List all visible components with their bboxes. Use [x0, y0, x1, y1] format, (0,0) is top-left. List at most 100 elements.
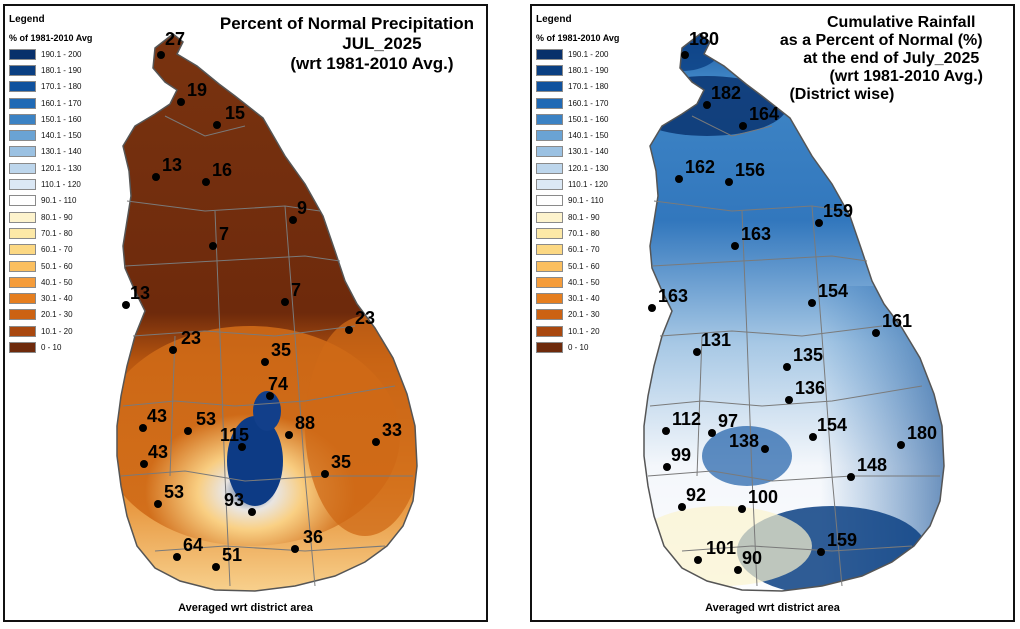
legend-item: 140.1 - 150 [9, 127, 127, 143]
district-marker [238, 443, 246, 451]
district-marker [285, 431, 293, 439]
legend-label: 140.1 - 150 [568, 131, 609, 141]
legend-item: 110.1 - 120 [536, 176, 654, 192]
legend-swatch [536, 113, 563, 125]
district-boundary [651, 255, 868, 267]
district-marker [289, 216, 297, 224]
district-value-label: 159 [827, 530, 857, 550]
legend-swatch [9, 244, 36, 256]
district-boundary [169, 335, 176, 477]
legend-subtitle: % of 1981-2010 Avg [536, 33, 620, 43]
legend-item: 0 - 10 [9, 339, 127, 355]
legend-title: Legend [536, 14, 572, 25]
district-marker [681, 51, 689, 59]
district-value-label: 101 [706, 538, 736, 558]
district-value-label: 92 [686, 485, 706, 505]
district-value-label: 7 [219, 224, 229, 244]
legend-rows: 190.1 - 200 180.1 - 190 170.1 - 180 160.1 -… [536, 46, 654, 356]
legend-label: 60.1 - 70 [41, 245, 73, 255]
district-boundary [120, 470, 413, 482]
legend-label: 180.1 - 190 [568, 65, 609, 75]
legend-label: 30.1 - 40 [568, 294, 600, 304]
legend-item: 30.1 - 40 [9, 290, 127, 306]
district-value-label: 156 [735, 160, 765, 180]
district-value-label: 164 [749, 104, 779, 124]
legend-label: 150.1 - 160 [41, 114, 82, 124]
legend-label: 90.1 - 110 [568, 196, 604, 206]
district-marker [372, 438, 380, 446]
district-marker [693, 348, 701, 356]
legend-item: 80.1 - 90 [536, 209, 654, 225]
district-value-label: 13 [162, 155, 182, 175]
legend-label: 70.1 - 80 [568, 228, 600, 238]
map-title-line: Cumulative Rainfall [826, 14, 976, 31]
legend: Legend % of 1981-2010 Avg 190.1 - 200 180… [9, 14, 127, 356]
legend-item: 190.1 - 200 [9, 46, 127, 62]
district-marker [739, 122, 747, 130]
map-footer: Averaged wrt district area [705, 602, 840, 614]
legend-swatch [536, 64, 563, 76]
district-value-label: 88 [295, 413, 315, 433]
district-marker [169, 346, 177, 354]
district-value-label: 90 [742, 548, 762, 568]
legend-label: 40.1 - 50 [41, 277, 73, 287]
district-value-label: 138 [729, 431, 759, 451]
legend-item: 180.1 - 190 [9, 62, 127, 78]
district-marker [783, 363, 791, 371]
legend-label: 130.1 - 140 [41, 147, 82, 157]
district-value-label: 180 [907, 423, 937, 443]
district-marker [817, 548, 825, 556]
district-marker [725, 178, 733, 186]
legend-swatch [536, 81, 563, 93]
legend-item: 10.1 - 20 [536, 323, 654, 339]
legend-item: 70.1 - 80 [9, 225, 127, 241]
district-markers: 180 182 164 162 156 159 163 163 154 161 131 135 136 1… [648, 29, 937, 574]
district-marker [209, 242, 217, 250]
legend-item: 40.1 - 50 [9, 274, 127, 290]
legend-item: 170.1 - 180 [536, 79, 654, 95]
district-value-label: 15 [225, 103, 245, 123]
island-outline [643, 33, 945, 592]
legend-label: 190.1 - 200 [568, 49, 609, 59]
district-value-label: 182 [711, 83, 741, 103]
legend-item: 160.1 - 170 [536, 95, 654, 111]
district-boundary [647, 470, 940, 482]
legend-swatch [9, 130, 36, 142]
legend-label: 60.1 - 70 [568, 245, 600, 255]
district-marker [202, 178, 210, 186]
legend-label: 130.1 - 140 [568, 147, 609, 157]
district-marker [261, 358, 269, 366]
district-marker [808, 299, 816, 307]
legend-swatch [9, 341, 36, 353]
district-marker [662, 427, 670, 435]
district-value-label: 53 [196, 409, 216, 429]
district-value-label: 159 [823, 201, 853, 221]
district-value-label: 163 [658, 286, 688, 306]
district-marker [152, 173, 160, 181]
legend-label: 50.1 - 60 [568, 261, 600, 271]
district-marker [694, 556, 702, 564]
district-boundary [154, 545, 386, 552]
map-title-line: as a Percent of Normal (%) [779, 32, 983, 49]
legend-label: 160.1 - 170 [41, 98, 82, 108]
district-marker [708, 429, 716, 437]
district-value-label: 74 [268, 374, 288, 394]
district-marker [291, 545, 299, 553]
district-value-label: 27 [165, 29, 185, 49]
district-value-label: 35 [271, 340, 291, 360]
legend-label: 70.1 - 80 [41, 228, 73, 238]
legend-swatch [536, 146, 563, 158]
legend-label: 80.1 - 90 [41, 212, 73, 222]
legend-label: 10.1 - 20 [41, 326, 73, 336]
district-boundaries [647, 115, 940, 587]
legend-subtitle: % of 1981-2010 Avg [9, 33, 93, 43]
map-title: Cumulative Rainfall as a Percent of Norm… [779, 14, 983, 104]
island-map: 27 19 15 13 16 9 7 13 7 23 23 35 74 43 53 88 115 43 35 33 53… [116, 29, 418, 592]
legend-label: 140.1 - 150 [41, 131, 82, 141]
district-value-label: 97 [718, 411, 738, 431]
legend-label: 90.1 - 110 [41, 196, 77, 206]
legend-swatch [9, 260, 36, 272]
map-title-line: (wrt 1981-2010 Avg.) [829, 68, 983, 85]
district-marker [785, 396, 793, 404]
district-value-label: 115 [220, 425, 249, 445]
